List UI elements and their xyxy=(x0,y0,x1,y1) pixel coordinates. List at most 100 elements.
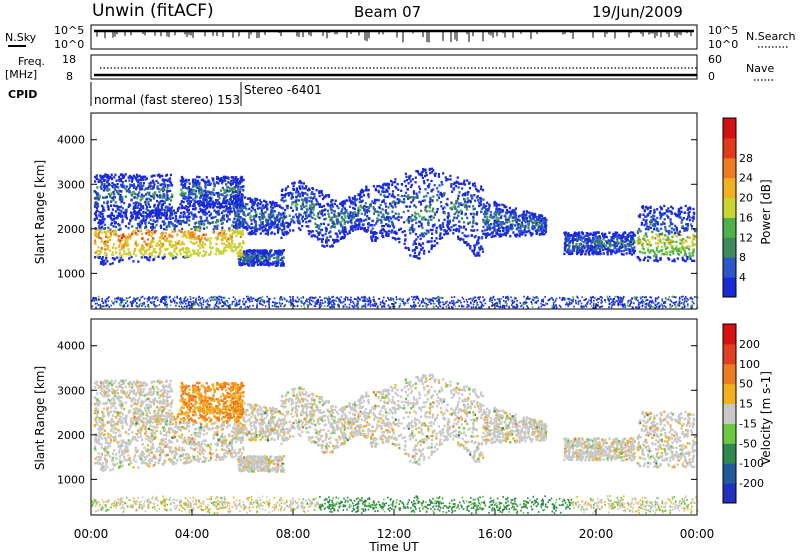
power-cell xyxy=(300,205,303,208)
power-cell xyxy=(129,234,132,237)
power-cell xyxy=(148,230,152,233)
power-cell xyxy=(132,202,135,205)
power-cell xyxy=(645,235,648,238)
power-cell xyxy=(124,187,127,191)
power-cell xyxy=(242,178,245,181)
power-cell xyxy=(182,194,186,198)
power-cell xyxy=(301,198,305,202)
power-cell xyxy=(226,244,229,248)
power-cell xyxy=(146,238,150,241)
power-cell xyxy=(364,202,367,205)
power-cell xyxy=(322,222,325,226)
power-cell xyxy=(350,221,353,225)
power-cell xyxy=(159,224,163,227)
power-cell xyxy=(489,211,493,214)
power-cell xyxy=(127,233,130,236)
power-cell xyxy=(413,204,416,207)
power-cell xyxy=(198,240,202,243)
power-cell xyxy=(204,211,207,214)
power-cell xyxy=(332,220,335,223)
power-cell xyxy=(493,200,496,204)
power-cell xyxy=(117,245,121,248)
power-cell xyxy=(291,195,295,199)
power-cell xyxy=(365,185,368,188)
power-cell xyxy=(96,205,100,208)
power-cell xyxy=(520,213,524,217)
power-cell xyxy=(394,185,397,188)
power-cell xyxy=(466,244,469,247)
power-cell xyxy=(110,176,113,179)
power-cell xyxy=(94,231,97,235)
power-cell xyxy=(135,211,138,215)
power-cell xyxy=(269,216,272,220)
power-cell xyxy=(308,199,311,203)
power-cell xyxy=(218,202,221,206)
power-cell xyxy=(131,178,134,181)
power-cell xyxy=(251,202,254,206)
power-cell xyxy=(437,175,441,178)
power-cell xyxy=(663,204,666,208)
power-cell xyxy=(130,232,134,236)
power-cell xyxy=(454,223,457,227)
power-cell xyxy=(171,254,174,258)
power-cell xyxy=(138,209,141,213)
power-cell xyxy=(604,247,607,251)
power-cell xyxy=(630,234,634,238)
power-cell xyxy=(98,218,101,222)
power-cell xyxy=(232,187,236,190)
power-cell xyxy=(117,189,121,192)
power-cell xyxy=(593,238,596,241)
power-cell xyxy=(464,228,468,231)
power-cell xyxy=(274,260,277,263)
power-cell xyxy=(250,215,253,218)
power-cell xyxy=(108,175,112,179)
power-cell xyxy=(481,188,485,192)
power-cell xyxy=(356,214,360,217)
power-cell xyxy=(256,261,259,264)
power-cell xyxy=(205,226,209,229)
power-cell xyxy=(158,252,161,256)
power-cell xyxy=(198,182,201,185)
power-cell xyxy=(150,241,153,245)
power-cell xyxy=(394,212,397,215)
power-cell xyxy=(233,217,236,221)
power-cell xyxy=(157,208,160,211)
power-cell xyxy=(414,245,418,249)
power-cell xyxy=(134,176,137,179)
power-cell xyxy=(148,244,151,247)
power-cell xyxy=(447,212,450,215)
power-cell xyxy=(111,230,115,233)
power-cell xyxy=(446,197,449,201)
power-cell xyxy=(110,173,113,176)
power-cell xyxy=(152,181,155,184)
power-cell xyxy=(373,210,377,213)
power-cell xyxy=(143,250,147,253)
power-cell xyxy=(243,218,246,221)
power-cell xyxy=(129,183,132,186)
power-cell xyxy=(336,204,339,208)
power-cell xyxy=(301,194,304,197)
power-cell xyxy=(194,197,197,200)
power-cell xyxy=(108,238,112,242)
power-cell xyxy=(160,183,163,186)
power-cell xyxy=(466,191,470,194)
power-cell xyxy=(394,238,397,241)
power-cell xyxy=(275,224,278,227)
power-cell xyxy=(233,243,236,246)
power-cell xyxy=(259,232,262,235)
power-cell xyxy=(335,215,338,218)
power-cell xyxy=(104,196,107,199)
power-cell xyxy=(442,172,445,175)
power-cell xyxy=(421,232,424,236)
power-cell xyxy=(384,205,388,208)
power-cell xyxy=(354,213,357,216)
power-cell xyxy=(420,248,423,251)
power-cell xyxy=(140,176,143,179)
power-cell xyxy=(280,206,283,209)
power-cell xyxy=(199,207,202,211)
power-cell xyxy=(475,196,479,199)
power-cell xyxy=(301,200,305,204)
power-cell xyxy=(365,218,368,221)
power-cell xyxy=(137,194,140,197)
power-cell xyxy=(192,198,195,201)
